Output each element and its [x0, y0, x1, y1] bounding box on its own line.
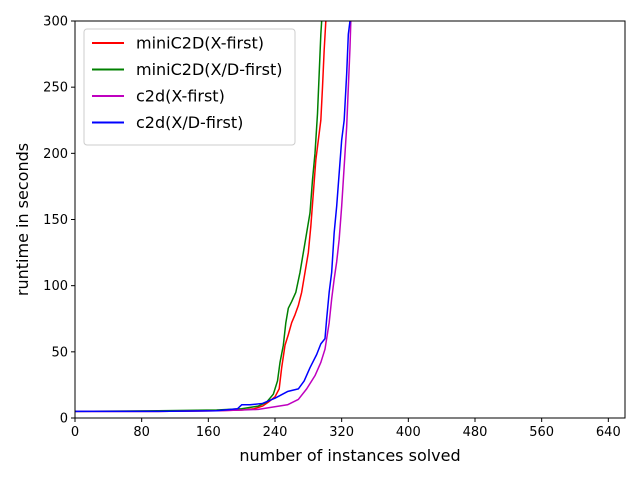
legend-entry: c2d(X-first) — [136, 87, 225, 106]
x-tick-label: 640 — [596, 425, 621, 440]
legend-entry: miniC2D(X/D-first) — [136, 60, 282, 79]
y-tick-label: 100 — [43, 279, 68, 294]
series-line-0 — [75, 20, 327, 413]
y-axis-label: runtime in seconds — [13, 143, 32, 296]
plot-lines — [74, 20, 352, 413]
x-tick-label: 400 — [396, 425, 421, 440]
series-line-2 — [75, 20, 352, 413]
y-tick-label: 0 — [60, 412, 68, 427]
y-axis: 0 50 100 150 200 250 300 — [43, 15, 75, 427]
y-tick-label: 150 — [43, 213, 68, 228]
y-tick-label: 250 — [43, 81, 68, 96]
x-tick-label: 80 — [133, 425, 150, 440]
y-tick-label: 300 — [43, 15, 68, 30]
x-tick-label: 560 — [529, 425, 554, 440]
x-tick-label: 160 — [196, 425, 221, 440]
legend-entry: miniC2D(X-first) — [136, 34, 264, 53]
y-tick-label: 200 — [43, 147, 68, 162]
y-tick-label: 50 — [51, 345, 68, 360]
legend-entry: c2d(X/D-first) — [136, 113, 243, 132]
x-axis: 0 80 160 240 320 400 480 560 640 — [71, 418, 621, 440]
x-tick-label: 480 — [463, 425, 488, 440]
legend-box — [83, 28, 296, 146]
x-tick-label: 0 — [71, 425, 79, 440]
x-tick-label: 320 — [329, 425, 354, 440]
x-tick-label: 240 — [263, 425, 288, 440]
legend: miniC2D(X-first) miniC2D(X/D-first) c2d(X-… — [83, 28, 296, 146]
series-line-3 — [75, 20, 351, 413]
series-line-1 — [74, 20, 323, 413]
x-axis-label: number of instances solved — [239, 446, 460, 465]
